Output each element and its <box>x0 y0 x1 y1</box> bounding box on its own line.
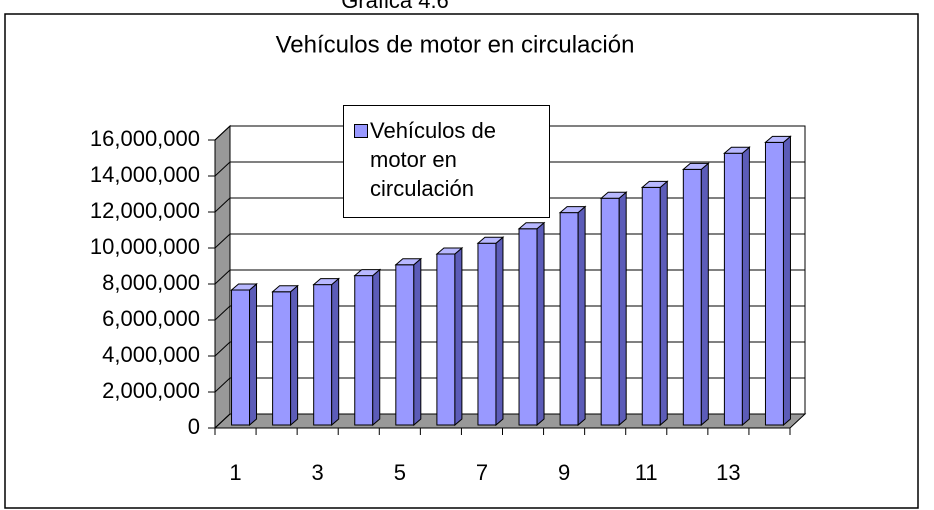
bar-front <box>354 275 374 426</box>
bar-side <box>331 277 340 427</box>
bar-front <box>313 284 333 426</box>
x-tick-label: 7 <box>476 460 488 485</box>
bar-side <box>700 162 709 427</box>
y-tick-label: 0 <box>188 414 200 439</box>
x-tick-label: 13 <box>716 460 740 485</box>
bar-side <box>741 146 750 427</box>
y-tick-label: 14,000,000 <box>90 162 200 187</box>
bar-side <box>413 257 422 427</box>
bar-top <box>640 180 669 188</box>
bar-side <box>782 135 791 427</box>
x-tick-label: 11 <box>635 460 658 485</box>
x-tick-label: 9 <box>558 460 570 485</box>
bar-top <box>230 283 258 291</box>
bar-side <box>372 268 381 427</box>
grid-line <box>214 377 231 393</box>
bar-top <box>435 247 464 255</box>
bar-front <box>272 291 292 426</box>
bar-top <box>681 162 710 170</box>
grid-line <box>214 413 231 429</box>
bar-side <box>577 205 586 427</box>
bar-top <box>271 285 299 293</box>
grid-line <box>214 233 231 249</box>
bar-side <box>495 236 504 427</box>
bar-top <box>599 191 628 199</box>
bar-top <box>394 258 423 266</box>
bar-side <box>659 180 668 427</box>
bar-front <box>682 168 702 426</box>
legend-label: Vehículos de motor en circulación <box>370 118 496 201</box>
bar-top <box>517 222 546 230</box>
bar-front <box>600 197 620 426</box>
bar-top <box>476 236 505 244</box>
caption: Gráfica 4.6 <box>341 0 449 13</box>
bar-front <box>641 186 661 426</box>
grid-line <box>214 305 231 321</box>
y-tick-label: 12,000,000 <box>90 198 200 223</box>
bar-front <box>231 289 251 426</box>
grid-line <box>214 269 231 285</box>
grid-line <box>214 125 231 141</box>
y-tick-label: 2,000,000 <box>102 378 200 403</box>
chart-title: Vehículos de motor en circulación <box>276 31 635 58</box>
bar-front <box>477 242 497 426</box>
bar-front <box>764 141 784 426</box>
bar-side <box>618 191 627 427</box>
x-tick-label: 3 <box>312 460 324 485</box>
y-tick-label: 4,000,000 <box>102 342 200 367</box>
bar-top <box>312 278 341 286</box>
bar-front <box>518 228 538 426</box>
bar-top <box>558 206 587 214</box>
bar-front <box>436 253 456 426</box>
grid-line <box>214 341 231 357</box>
x-tick-label: 5 <box>394 460 406 485</box>
bar-top <box>764 135 792 143</box>
y-tick-label: 6,000,000 <box>102 306 200 331</box>
bar-side <box>249 282 258 427</box>
bar-side <box>536 221 545 427</box>
y-tick-label: 10,000,000 <box>90 234 200 259</box>
grid-line <box>214 197 231 213</box>
floor <box>213 413 807 429</box>
bar-front <box>559 212 579 426</box>
legend: Vehículos de motor en circulación <box>343 105 550 218</box>
bar-front <box>395 264 415 426</box>
bar-top <box>353 269 382 277</box>
legend-swatch <box>354 124 368 138</box>
y-tick-label: 8,000,000 <box>102 270 200 295</box>
x-tick-label: 1 <box>229 460 241 485</box>
bar-side <box>454 246 463 427</box>
y-tick-label: 16,000,000 <box>90 126 200 151</box>
bar-side <box>290 284 299 427</box>
grid-line <box>214 161 231 177</box>
bar-front <box>723 152 743 426</box>
bar-top <box>723 146 751 154</box>
